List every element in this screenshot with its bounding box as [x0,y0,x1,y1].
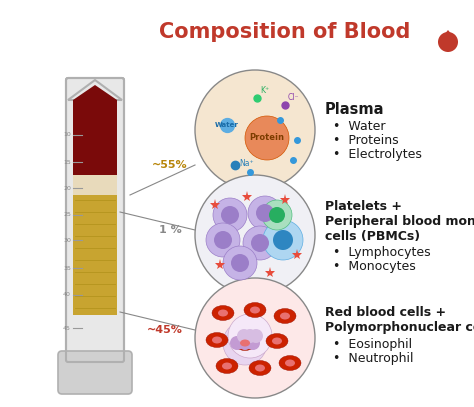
Text: ~45%: ~45% [147,325,183,335]
Text: Water: Water [215,122,239,128]
Circle shape [246,336,260,350]
Text: Platelets +
Peripheral blood mononuclear
cells (PBMCs): Platelets + Peripheral blood mononuclear… [325,200,474,243]
Polygon shape [68,80,122,100]
Circle shape [243,226,277,260]
Circle shape [262,200,292,230]
Ellipse shape [206,333,228,348]
Circle shape [195,175,315,295]
Bar [73,195,117,315]
Circle shape [249,329,263,343]
Text: 1 %: 1 % [159,225,182,235]
Text: 10: 10 [63,133,71,138]
Text: 35: 35 [63,265,71,271]
Bar [73,175,117,195]
Ellipse shape [212,337,222,344]
Ellipse shape [272,337,282,344]
Circle shape [269,207,285,223]
Circle shape [251,234,269,252]
Ellipse shape [285,359,295,366]
Text: 15: 15 [63,160,71,164]
Ellipse shape [244,302,266,317]
Circle shape [223,246,257,280]
Text: K⁺: K⁺ [260,86,269,95]
Text: •  Electrolytes: • Electrolytes [333,148,422,161]
Ellipse shape [216,359,238,374]
Ellipse shape [222,363,232,370]
Text: Composition of Blood: Composition of Blood [159,22,410,42]
FancyBboxPatch shape [66,78,124,362]
Ellipse shape [280,313,290,319]
Circle shape [256,204,274,222]
Ellipse shape [212,306,234,320]
Text: Red blood cells +
Polymorphonuclear cells: Red blood cells + Polymorphonuclear cell… [325,306,474,334]
Circle shape [195,70,315,190]
Text: 20: 20 [63,186,71,190]
Text: ~55%: ~55% [152,160,188,170]
Text: Protein: Protein [249,133,284,142]
Text: •  Water: • Water [333,120,385,133]
Text: 30: 30 [63,238,71,243]
FancyBboxPatch shape [58,351,132,394]
Circle shape [238,336,252,350]
Circle shape [228,314,272,358]
Text: Na⁺: Na⁺ [239,159,254,168]
Ellipse shape [279,355,301,370]
Text: •  Proteins: • Proteins [333,134,399,147]
Text: 40: 40 [63,293,71,298]
Ellipse shape [249,361,271,376]
Circle shape [243,329,257,343]
Ellipse shape [266,333,288,348]
Circle shape [273,230,293,250]
Circle shape [263,220,303,260]
Ellipse shape [218,309,228,317]
Ellipse shape [240,339,250,346]
Text: •  Lymphocytes: • Lymphocytes [333,246,430,259]
Ellipse shape [255,365,265,372]
Bar [73,100,117,175]
Text: 45: 45 [63,326,71,330]
Polygon shape [73,85,117,100]
Circle shape [213,198,247,232]
Ellipse shape [274,309,296,324]
Text: 25: 25 [63,212,71,217]
Circle shape [206,223,240,257]
Ellipse shape [234,335,256,350]
Circle shape [223,321,267,365]
Circle shape [230,336,244,350]
Circle shape [438,32,458,52]
Polygon shape [438,30,458,42]
Circle shape [248,196,282,230]
Circle shape [245,116,289,160]
Text: Plasma: Plasma [325,102,384,117]
Circle shape [214,231,232,249]
Text: •  Eosinophil: • Eosinophil [333,338,412,351]
Circle shape [195,278,315,398]
Text: •  Monocytes: • Monocytes [333,260,416,273]
Text: Cl⁻: Cl⁻ [288,93,300,102]
Circle shape [237,329,251,343]
Text: •  Neutrophil: • Neutrophil [333,352,413,365]
Ellipse shape [250,306,260,313]
Circle shape [231,254,249,272]
Circle shape [221,206,239,224]
